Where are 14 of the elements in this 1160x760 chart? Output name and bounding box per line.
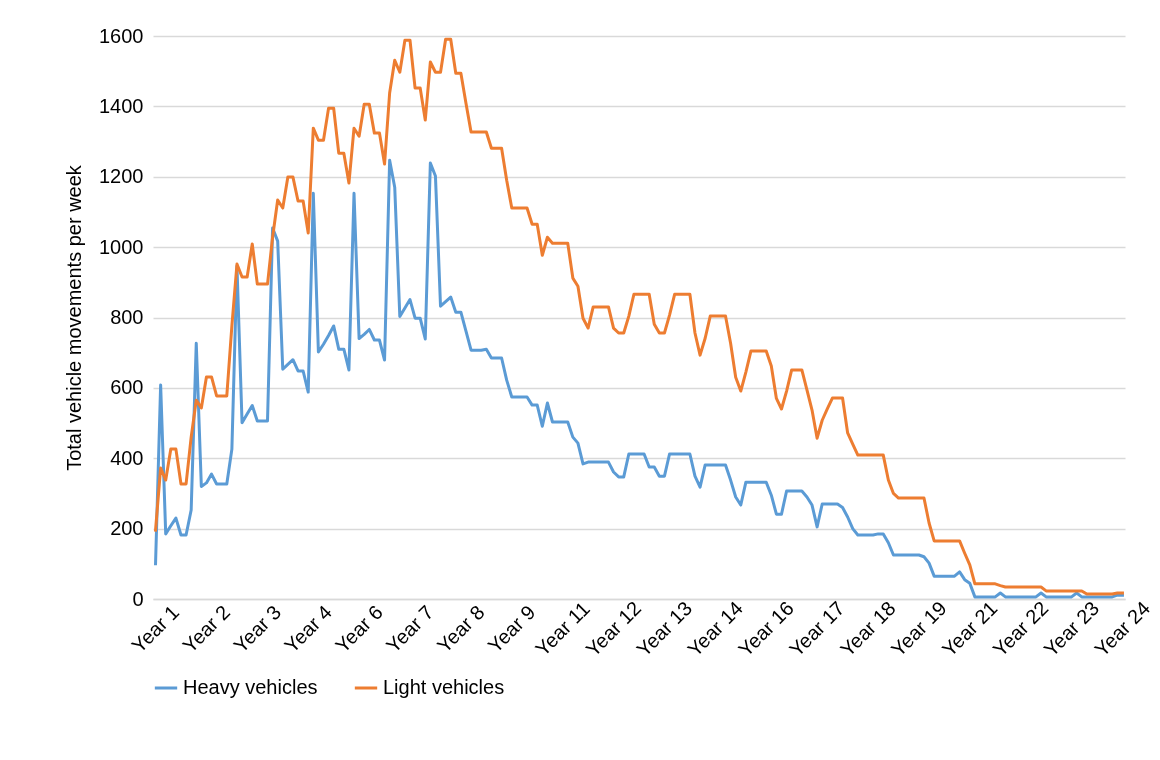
y-tick-label: 400 (110, 446, 144, 469)
y-tick-label: 0 (132, 587, 144, 610)
y-tick-label: 200 (110, 517, 144, 540)
y-tick-label: 1600 (99, 24, 144, 47)
y-tick-label: 600 (110, 376, 144, 399)
legend-label: Light vehicles (383, 676, 505, 698)
y-axis-title: Total vehicle movements per week (63, 164, 86, 471)
line-series (154, 37, 1124, 596)
y-tick-label: 1000 (99, 235, 144, 258)
y-tick-label: 1400 (99, 94, 144, 117)
legend-label: Heavy vehicles (183, 676, 318, 698)
line-series (154, 158, 1124, 599)
y-tick-label: 800 (110, 306, 144, 328)
y-tick-label: 1200 (99, 165, 144, 188)
